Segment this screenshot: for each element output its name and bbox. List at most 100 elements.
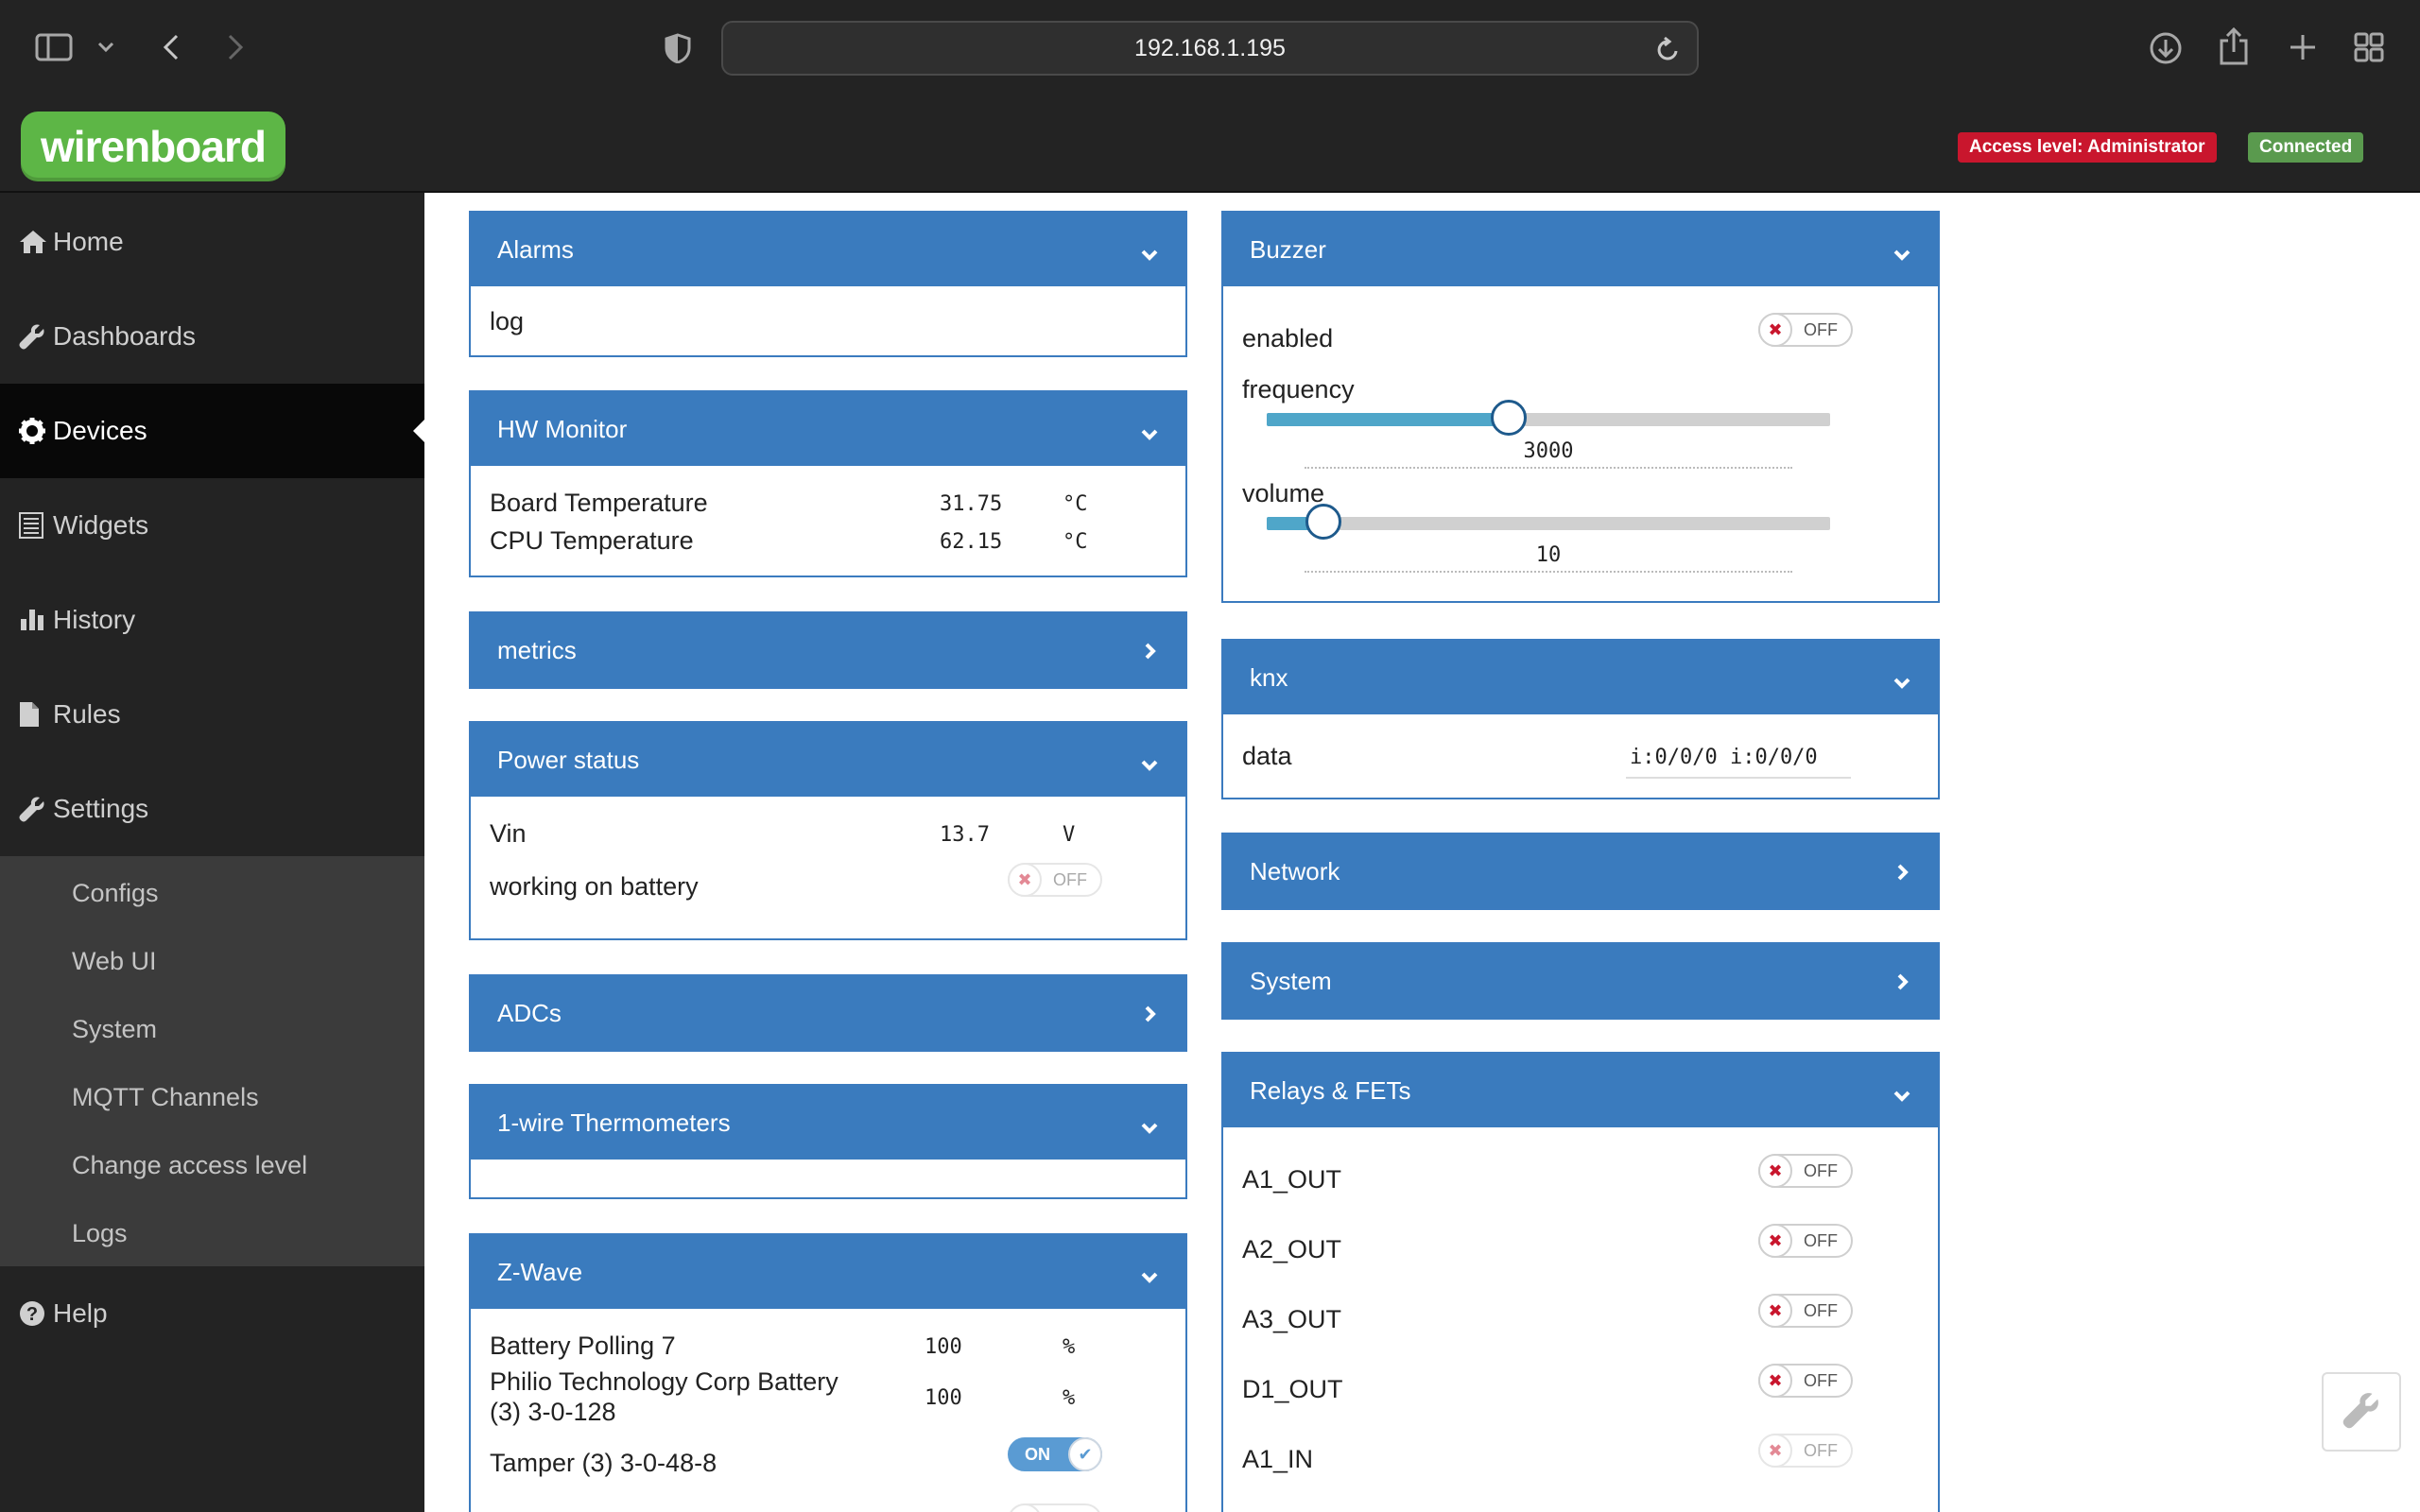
new-tab-icon[interactable]	[2286, 30, 2320, 64]
panel-title: ADCs	[497, 998, 562, 1027]
chevron-down-icon[interactable]	[1140, 1112, 1159, 1142]
panel-header[interactable]: 1-wire Thermometers	[471, 1086, 1185, 1160]
sidebar-item-widgets[interactable]: Widgets	[0, 478, 424, 573]
sub-item-system[interactable]: System	[72, 1015, 158, 1043]
close-icon: ✖	[1758, 1434, 1792, 1468]
share-icon[interactable]	[2218, 26, 2250, 66]
panel-system[interactable]: System	[1221, 942, 1940, 1020]
sidebar-item-label: Rules	[53, 699, 121, 729]
sidebar-item-history[interactable]: History	[0, 573, 424, 667]
toggle-d1-out[interactable]: ✖ OFF	[1758, 1364, 1853, 1398]
edit-layout-button[interactable]	[2322, 1372, 2401, 1452]
sidebar-item-label: Home	[53, 227, 124, 256]
sidebar-item-help[interactable]: ? Help	[0, 1266, 424, 1361]
row-value: 13.7	[940, 823, 990, 847]
sub-item-mqtt-channels[interactable]: MQTT Channels	[72, 1083, 259, 1111]
toggle-a1-out[interactable]: ✖ OFF	[1758, 1154, 1853, 1188]
tab-overview-icon[interactable]	[2352, 30, 2386, 64]
frequency-slider[interactable]	[1267, 400, 1830, 436]
row-label: A1_IN	[1242, 1445, 1314, 1473]
slider-handle[interactable]	[1491, 400, 1527, 436]
panel-title: HW Monitor	[497, 414, 628, 443]
sidebar-item-settings[interactable]: Settings	[0, 762, 424, 856]
settings-submenu: Configs Web UI System MQTT Channels Chan…	[0, 856, 424, 1266]
forward-icon[interactable]	[221, 30, 250, 64]
chevron-down-icon[interactable]	[95, 36, 117, 59]
toggle-a2-out[interactable]: ✖ OFF	[1758, 1224, 1853, 1258]
sidebar-icon[interactable]	[34, 30, 74, 64]
panel-header[interactable]: Alarms	[471, 213, 1185, 286]
panel-header[interactable]: Buzzer	[1223, 213, 1938, 286]
chevron-down-icon[interactable]	[1140, 239, 1159, 268]
chevron-right-icon[interactable]	[1896, 969, 1910, 998]
sub-item-configs[interactable]: Configs	[72, 879, 159, 907]
chevron-down-icon[interactable]	[1140, 1262, 1159, 1291]
row-label: enabled	[1242, 324, 1334, 352]
panel-header[interactable]: HW Monitor	[471, 392, 1185, 466]
shield-icon[interactable]	[662, 32, 694, 64]
wirenboard-logo[interactable]: wirenboard	[21, 112, 285, 181]
reload-icon[interactable]	[1655, 36, 1680, 62]
row-label: Tamper (3) 3-0-48-8	[490, 1449, 717, 1477]
chevron-down-icon[interactable]	[1893, 239, 1911, 268]
panel-header[interactable]: ADCs	[471, 976, 1185, 1050]
chevron-right-icon[interactable]	[1144, 638, 1157, 667]
panel-title: metrics	[497, 635, 577, 664]
download-icon[interactable]	[2148, 30, 2184, 66]
close-icon: ✖	[1008, 863, 1042, 897]
sidebar-item-label: Widgets	[53, 510, 149, 540]
toggle-a1-in[interactable]: ✖ OFF	[1758, 1434, 1853, 1468]
sidebar-item-home[interactable]: Home	[0, 195, 424, 289]
panel-z-wave: Z-Wave Battery Polling 7 100 % Philio Te…	[469, 1233, 1187, 1512]
toggle-buzzer-enabled[interactable]: ✖ OFF	[1758, 313, 1853, 347]
toggle-working-on-battery[interactable]: ✖ OFF	[1008, 863, 1102, 897]
panel-header[interactable]: Relays & FETs	[1223, 1054, 1938, 1127]
address-bar[interactable]: 192.168.1.195	[721, 21, 1699, 76]
panel-header[interactable]: metrics	[471, 613, 1185, 687]
sub-item-web-ui[interactable]: Web UI	[72, 947, 157, 975]
panel-title: Z-Wave	[497, 1257, 583, 1286]
row-unit: °C	[1063, 530, 1088, 554]
panel-header[interactable]: Power status	[471, 723, 1185, 797]
access-level-badge: Access level: Administrator	[1958, 132, 2217, 163]
toggle-partial[interactable]	[1008, 1503, 1102, 1512]
panel-alarms: Alarms log	[469, 211, 1187, 357]
toggle-state: OFF	[1804, 1231, 1838, 1250]
frequency-value[interactable]: 3000	[1305, 439, 1792, 469]
toggle-a3-out[interactable]: ✖ OFF	[1758, 1294, 1853, 1328]
panel-header[interactable]: Network	[1223, 834, 1938, 908]
sidebar-item-label: Dashboards	[53, 321, 196, 351]
panel-adcs[interactable]: ADCs	[469, 974, 1187, 1052]
panel-header[interactable]: System	[1223, 944, 1938, 1018]
sidebar-item-dashboards[interactable]: Dashboards	[0, 289, 424, 384]
sidebar-item-devices[interactable]: Devices	[0, 384, 424, 478]
panel-title: Alarms	[497, 234, 574, 264]
chevron-right-icon[interactable]	[1896, 859, 1910, 888]
toggle-tamper[interactable]: ON ✔	[1008, 1437, 1102, 1471]
sub-item-logs[interactable]: Logs	[72, 1219, 128, 1247]
volume-slider[interactable]	[1267, 504, 1830, 540]
sub-item-change-access-level[interactable]: Change access level	[72, 1151, 308, 1179]
home-icon	[19, 230, 51, 254]
chevron-down-icon[interactable]	[1893, 1080, 1911, 1109]
wrench-icon	[19, 323, 51, 350]
row-label: D1_OUT	[1242, 1375, 1343, 1403]
chevron-right-icon[interactable]	[1144, 1001, 1157, 1030]
panel-network[interactable]: Network	[1221, 833, 1940, 910]
chevron-down-icon[interactable]	[1140, 419, 1159, 448]
panel-title: System	[1250, 966, 1332, 995]
slider-handle[interactable]	[1305, 504, 1341, 540]
back-icon[interactable]	[157, 30, 185, 64]
volume-value[interactable]: 10	[1305, 543, 1792, 573]
url-text: 192.168.1.195	[1134, 34, 1286, 61]
sidebar-item-label: Settings	[53, 794, 149, 823]
row-value: 100	[925, 1386, 962, 1410]
panel-header[interactable]: Z-Wave	[471, 1235, 1185, 1309]
panel-header[interactable]: knx	[1223, 641, 1938, 714]
chevron-down-icon[interactable]	[1893, 667, 1911, 696]
knx-data-input[interactable]	[1626, 737, 1851, 779]
panel-title: knx	[1250, 662, 1288, 692]
chevron-down-icon[interactable]	[1140, 749, 1159, 779]
panel-metrics[interactable]: metrics	[469, 611, 1187, 689]
sidebar-item-rules[interactable]: Rules	[0, 667, 424, 762]
